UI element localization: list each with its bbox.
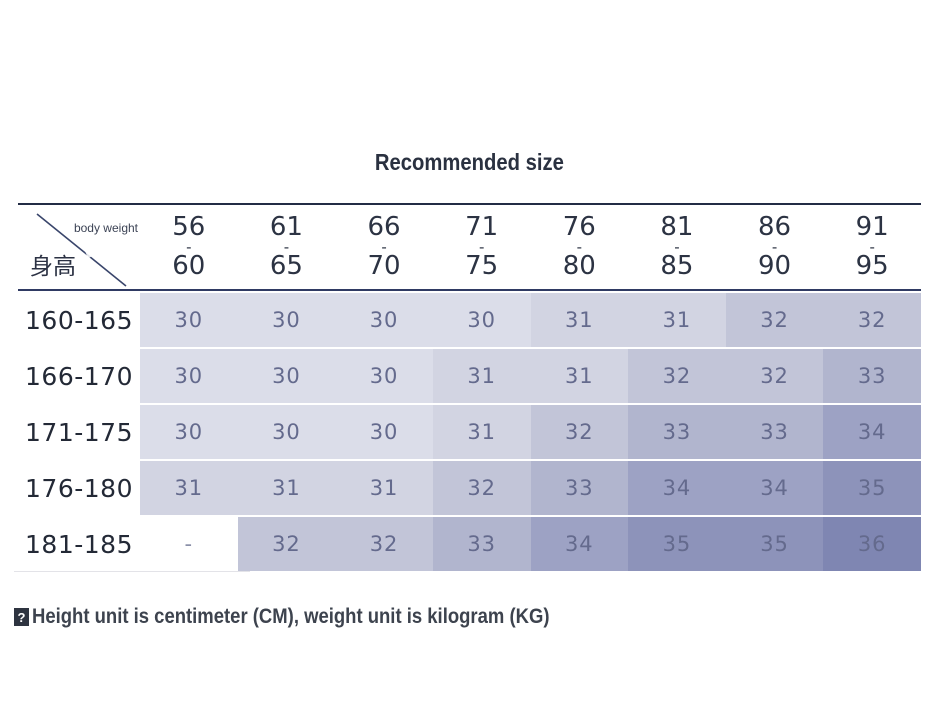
height-row-label: 166-170 [18,349,140,403]
size-cell: - [140,517,238,571]
range-separator: - [283,238,290,256]
table-row: 171-175 30 30 30 31 32 33 33 34 [18,405,921,459]
weight-range-header: 86-90 [726,205,824,289]
range-separator: - [478,238,485,256]
weight-range-header: 56-60 [140,205,238,289]
size-cell: 34 [628,461,726,515]
weight-from: 71 [465,211,499,242]
size-cell: 34 [725,461,824,515]
weight-range-header: 76-80 [531,205,629,289]
size-cell: 34 [530,517,629,571]
size-cell: 33 [530,461,629,515]
size-cell: 31 [335,461,433,515]
range-separator: - [674,238,680,256]
title-wrap: Recommended size [0,149,939,176]
weight-from: 86 [758,211,792,242]
weight-from: 56 [172,211,206,242]
size-cell: 34 [823,405,921,459]
size-cell: 33 [628,405,726,459]
weight-to: 80 [562,251,596,281]
table-row: 166-170 30 30 30 31 31 32 32 33 [18,349,921,403]
unit-note-text: Height unit is centimeter (CM), weight u… [32,605,550,628]
size-cell: 30 [432,293,531,347]
size-cell: 31 [530,349,629,403]
weight-range-header: 81-85 [628,205,726,289]
height-row-label: 181-185 [18,517,140,571]
column-axis-label: body weight [73,221,138,235]
size-cell: 30 [140,293,238,347]
size-cell: 33 [432,517,531,571]
weight-to: 85 [660,251,694,281]
size-cell: 35 [725,517,824,571]
size-cell: 31 [432,349,531,403]
table-body: 160-165 30 30 30 30 31 31 32 32 166-170 30 30 30 31 31… [18,293,921,571]
weight-to: 60 [172,251,206,281]
range-separator: - [381,238,387,256]
weight-to: 90 [758,251,792,281]
size-cell: 32 [823,293,921,347]
size-cell: 35 [823,461,921,515]
size-cell: 32 [725,293,824,347]
size-cell: 30 [335,293,433,347]
table-row: 181-185-32 32 33 34 35 35 36 [18,517,921,571]
corner-cell: body weight 身高 [18,205,140,289]
size-cell: 30 [140,349,238,403]
size-cell: 36 [823,517,921,571]
missing-glyph-icon: ? [14,608,29,626]
weight-header-row: body weight 身高 56-60 61-65 66-70 71-75 76-80… [18,203,921,291]
size-cell: 30 [237,349,336,403]
table-row: 160-165 30 30 30 30 31 31 32 32 [18,293,921,347]
size-cell: 31 [237,461,336,515]
range-separator: - [869,238,875,256]
size-cell: 32 [628,349,726,403]
size-cell: 30 [140,405,238,459]
weight-range-header: 91-95 [823,205,921,289]
size-cell: 32 [530,405,629,459]
page-title: Recommended size [375,149,564,175]
weight-range-header: 66-70 [335,205,433,289]
size-cell: 32 [432,461,531,515]
size-cell: 33 [725,405,824,459]
size-cell: 32 [237,517,336,571]
size-cell: 33 [823,349,921,403]
range-separator: - [186,238,192,256]
height-row-label: 171-175 [18,405,140,459]
label-column-underline [14,571,250,572]
size-cell: 31 [628,293,726,347]
weight-range-header: 71-75 [433,205,531,289]
size-cell: 31 [432,405,531,459]
size-cell: 30 [335,349,433,403]
size-cell: 30 [237,293,336,347]
weight-from: 61 [269,211,303,242]
weight-to: 75 [465,251,499,281]
size-cell: 31 [530,293,629,347]
weight-range-header: 61-65 [238,205,336,289]
height-row-label: 176-180 [18,461,140,515]
size-cell: 32 [725,349,824,403]
weight-from: 76 [562,211,596,242]
range-separator: - [771,238,778,256]
weight-to: 95 [855,251,889,281]
table-row: 176-180 31 31 31 32 33 34 34 35 [18,461,921,515]
range-separator: - [576,238,583,256]
size-cell: 32 [335,517,433,571]
size-table: body weight 身高 56-60 61-65 66-70 71-75 76-80… [14,203,921,572]
weight-from: 81 [660,211,694,242]
weight-to: 65 [269,251,303,281]
height-row-label: 160-165 [18,293,140,347]
size-cell: 30 [335,405,433,459]
size-cell: 35 [628,517,726,571]
weight-from: 91 [855,211,889,242]
row-axis-label: 身高 [30,254,76,280]
weight-to: 70 [367,251,401,281]
diagonal-line [36,213,127,287]
footer-note: ? Height unit is centimeter (CM), weight… [14,605,620,629]
size-cell: 30 [237,405,336,459]
weight-from: 66 [367,211,401,242]
size-cell: 31 [140,461,238,515]
